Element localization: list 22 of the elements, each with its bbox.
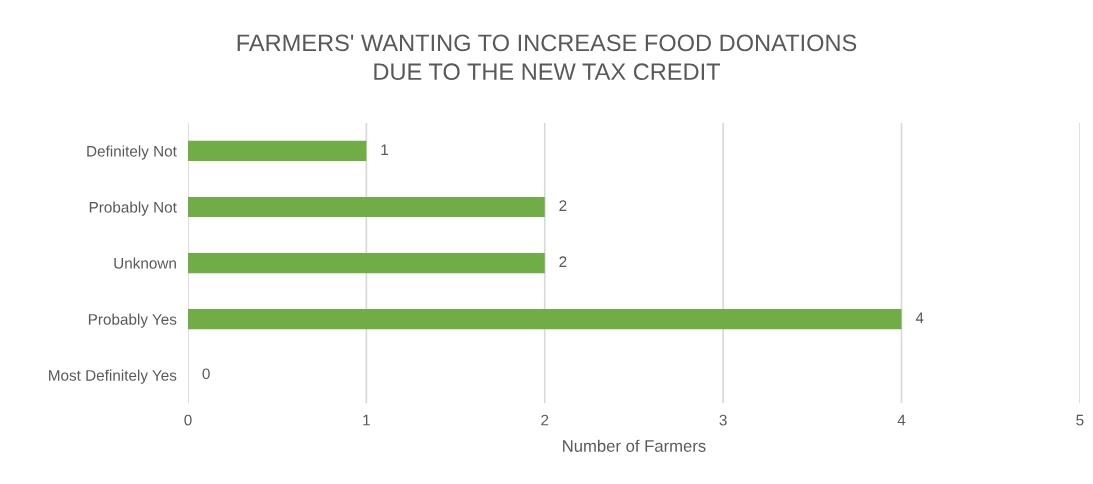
bar bbox=[188, 252, 545, 274]
bar bbox=[188, 140, 367, 162]
y-tick-label: Probably Yes bbox=[88, 313, 177, 328]
data-label: 2 bbox=[559, 256, 567, 267]
y-tick-label: Most Definitely Yes bbox=[49, 369, 177, 384]
chart-title: FARMERS' WANTING TO INCREASE FOOD DONATIONS DUE TO THE NEW TAX CREDIT bbox=[237, 34, 857, 81]
x-tick-label: 1 bbox=[363, 414, 370, 426]
data-label: 2 bbox=[559, 200, 567, 211]
x-tick-label: 5 bbox=[1076, 414, 1084, 426]
bar bbox=[188, 196, 545, 218]
y-tick-label: Probably Not bbox=[89, 201, 177, 216]
x-tick-label: 3 bbox=[719, 414, 727, 426]
data-label: 1 bbox=[381, 144, 389, 155]
bar bbox=[188, 309, 902, 330]
data-label: 4 bbox=[915, 312, 924, 324]
data-label: 0 bbox=[202, 368, 210, 380]
x-tick-label: 2 bbox=[541, 414, 549, 426]
y-tick-label: Definitely Not bbox=[87, 145, 177, 160]
x-axis-title: Number of Farmers bbox=[563, 439, 706, 452]
x-tick-label: 4 bbox=[897, 414, 906, 426]
y-tick-label: Unknown bbox=[114, 257, 176, 269]
x-tick-label: 0 bbox=[184, 414, 192, 426]
